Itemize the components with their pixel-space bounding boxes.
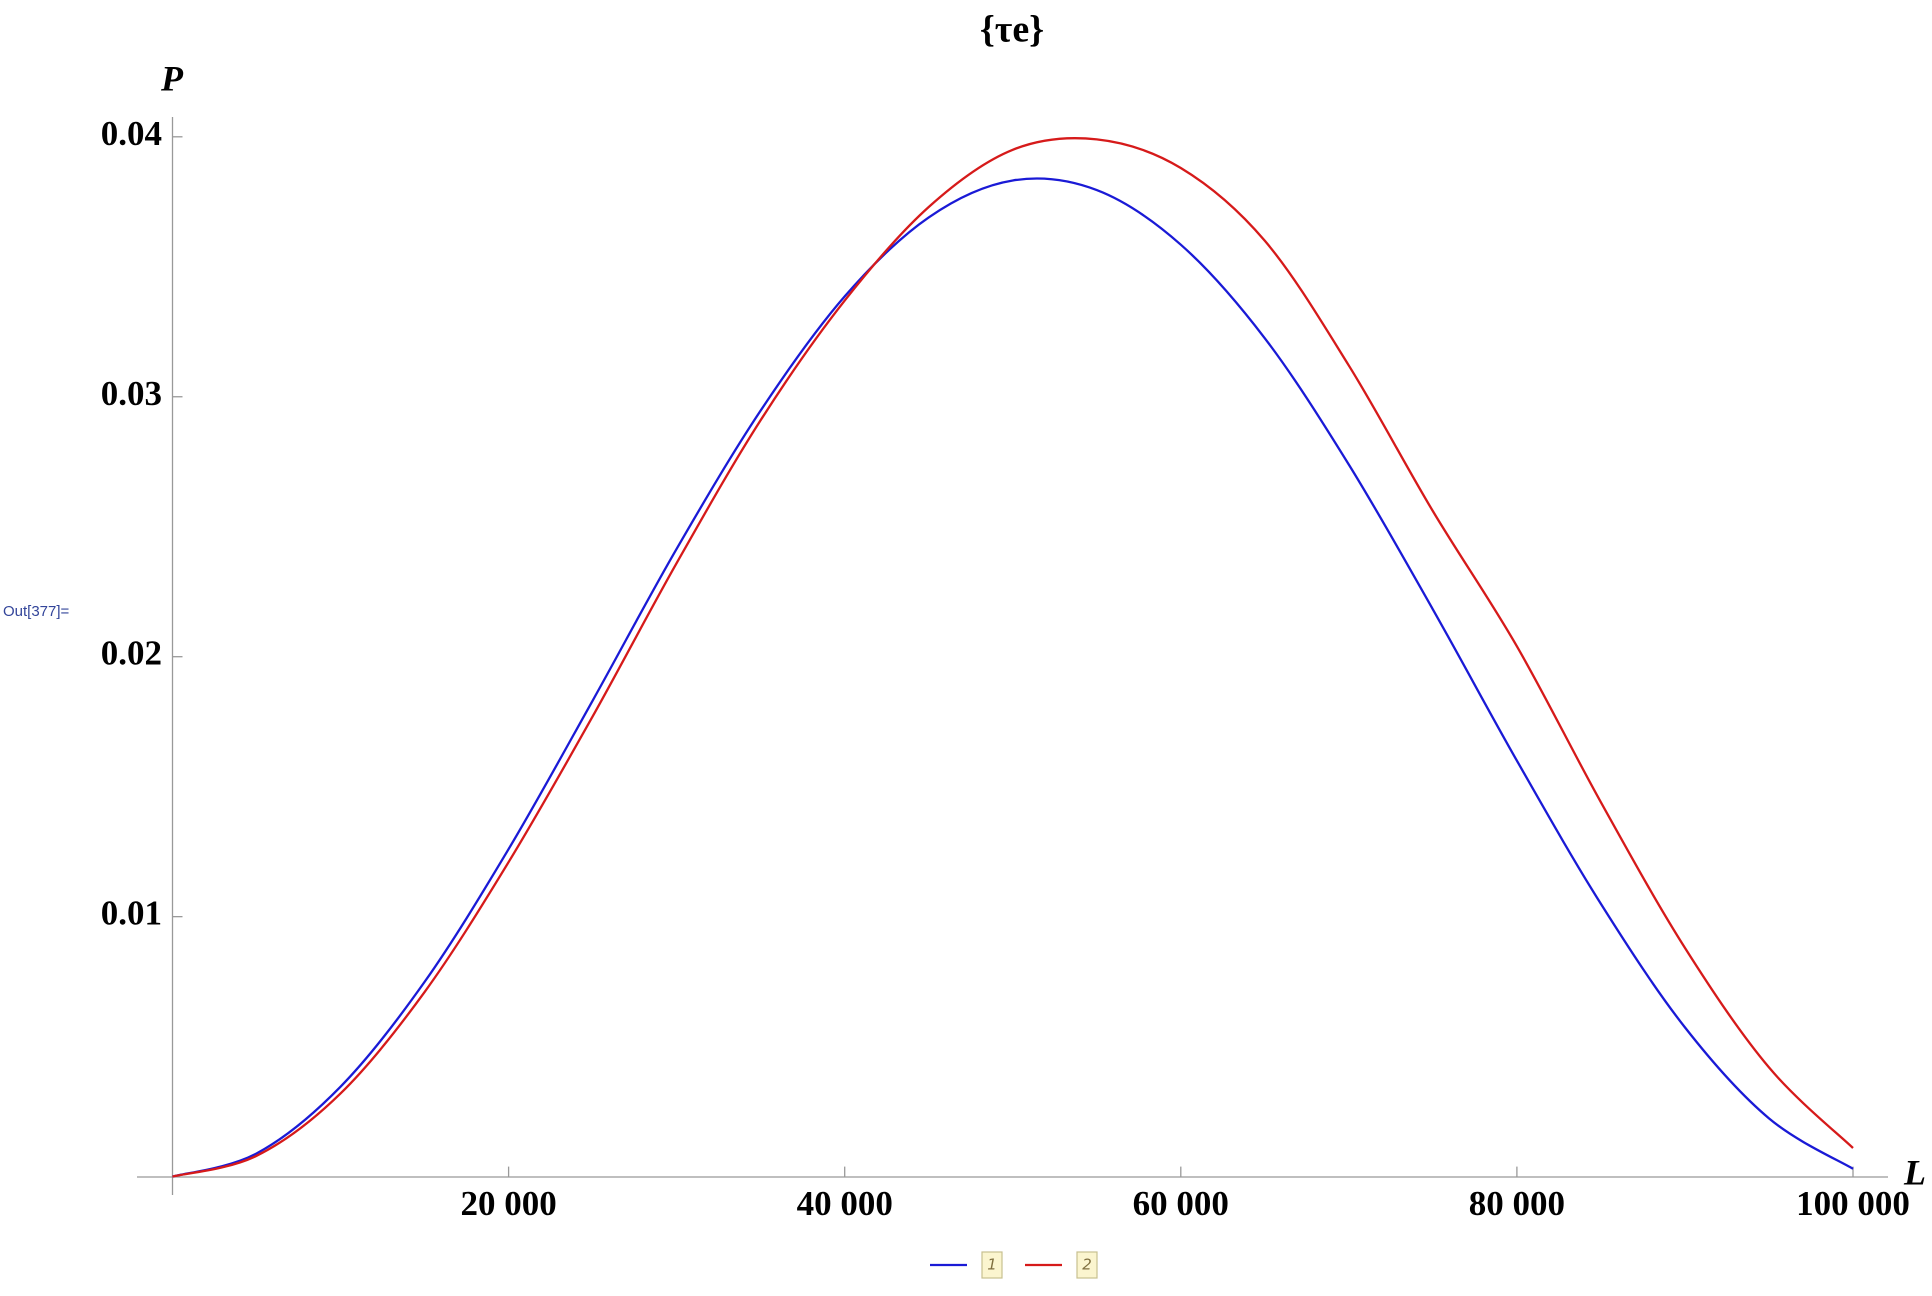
y-tick-label: 0.02	[101, 634, 162, 673]
legend-label: 1	[987, 1256, 997, 1274]
x-tick-label: 60 000	[1133, 1184, 1229, 1223]
chart-title: {τe}	[980, 9, 1044, 51]
legend-box	[1076, 1251, 1098, 1279]
x-tick-label: 40 000	[797, 1184, 893, 1223]
y-tick-label: 0.01	[101, 894, 162, 933]
y-axis-label: P	[160, 58, 184, 98]
series-line	[172, 137, 1854, 1178]
x-tick-label: 80 000	[1469, 1184, 1565, 1223]
legend-box	[981, 1251, 1003, 1279]
cell-label: Out[377]=	[3, 603, 70, 620]
x-axis-label: L	[1903, 1152, 1926, 1192]
x-tick-label: 20 000	[460, 1184, 556, 1223]
y-tick-label: 0.03	[101, 374, 162, 413]
series-line	[172, 177, 1854, 1178]
legend-label: 2	[1082, 1256, 1092, 1274]
x-tick-label: 100 000	[1796, 1184, 1910, 1223]
y-tick-label: 0.04	[101, 114, 162, 153]
